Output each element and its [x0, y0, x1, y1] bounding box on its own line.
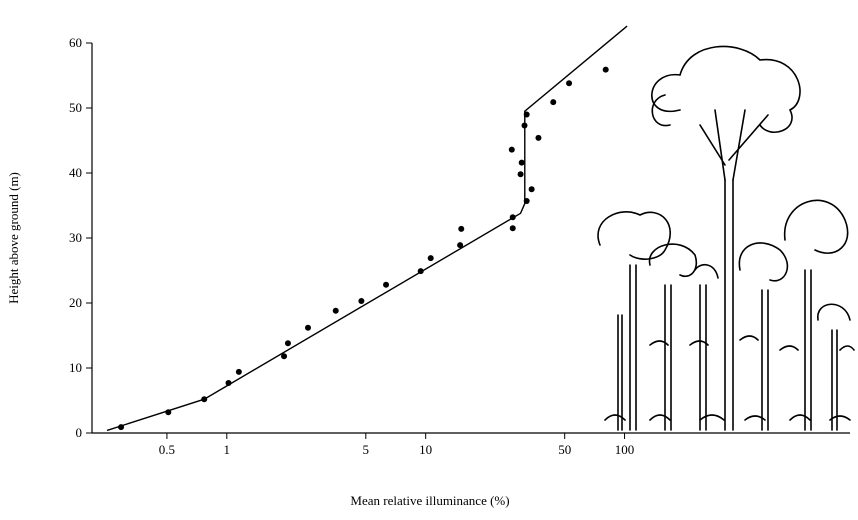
data-point: [281, 353, 288, 360]
y-tick-label: 50: [69, 100, 82, 115]
data-point: [509, 225, 516, 232]
x-tick-label: 100: [615, 442, 635, 457]
data-point: [550, 99, 557, 106]
y-tick-label: 0: [76, 425, 83, 440]
forest-illustration: [597, 45, 855, 431]
y-tick-label: 60: [69, 35, 82, 50]
data-point: [457, 242, 464, 249]
x-tick-label: 5: [363, 442, 370, 457]
y-tick-label: 10: [69, 360, 82, 375]
x-axis-label: Mean relative illuminance (%): [350, 493, 509, 508]
data-point: [517, 171, 524, 178]
x-tick-label: 0.5: [159, 442, 175, 457]
data-point: [508, 146, 515, 153]
data-point: [528, 186, 535, 193]
y-tick-label: 40: [69, 165, 82, 180]
data-point: [284, 340, 291, 347]
data-point: [518, 159, 525, 166]
data-point: [427, 255, 434, 262]
x-tick-label: 1: [224, 442, 231, 457]
data-point: [458, 225, 465, 232]
x-tick-label: 10: [419, 442, 432, 457]
data-point: [602, 66, 609, 73]
y-tick-label: 20: [69, 295, 82, 310]
data-point: [332, 307, 339, 314]
data-point: [304, 324, 311, 331]
y-tick-label: 30: [69, 230, 82, 245]
data-point: [383, 281, 390, 288]
data-point: [535, 134, 542, 141]
fit-line: [106, 25, 628, 432]
y-axis-label: Height above ground (m): [6, 172, 21, 304]
data-point: [235, 368, 242, 375]
data-point: [358, 298, 365, 305]
data-point: [566, 80, 573, 87]
x-tick-label: 50: [558, 442, 571, 457]
